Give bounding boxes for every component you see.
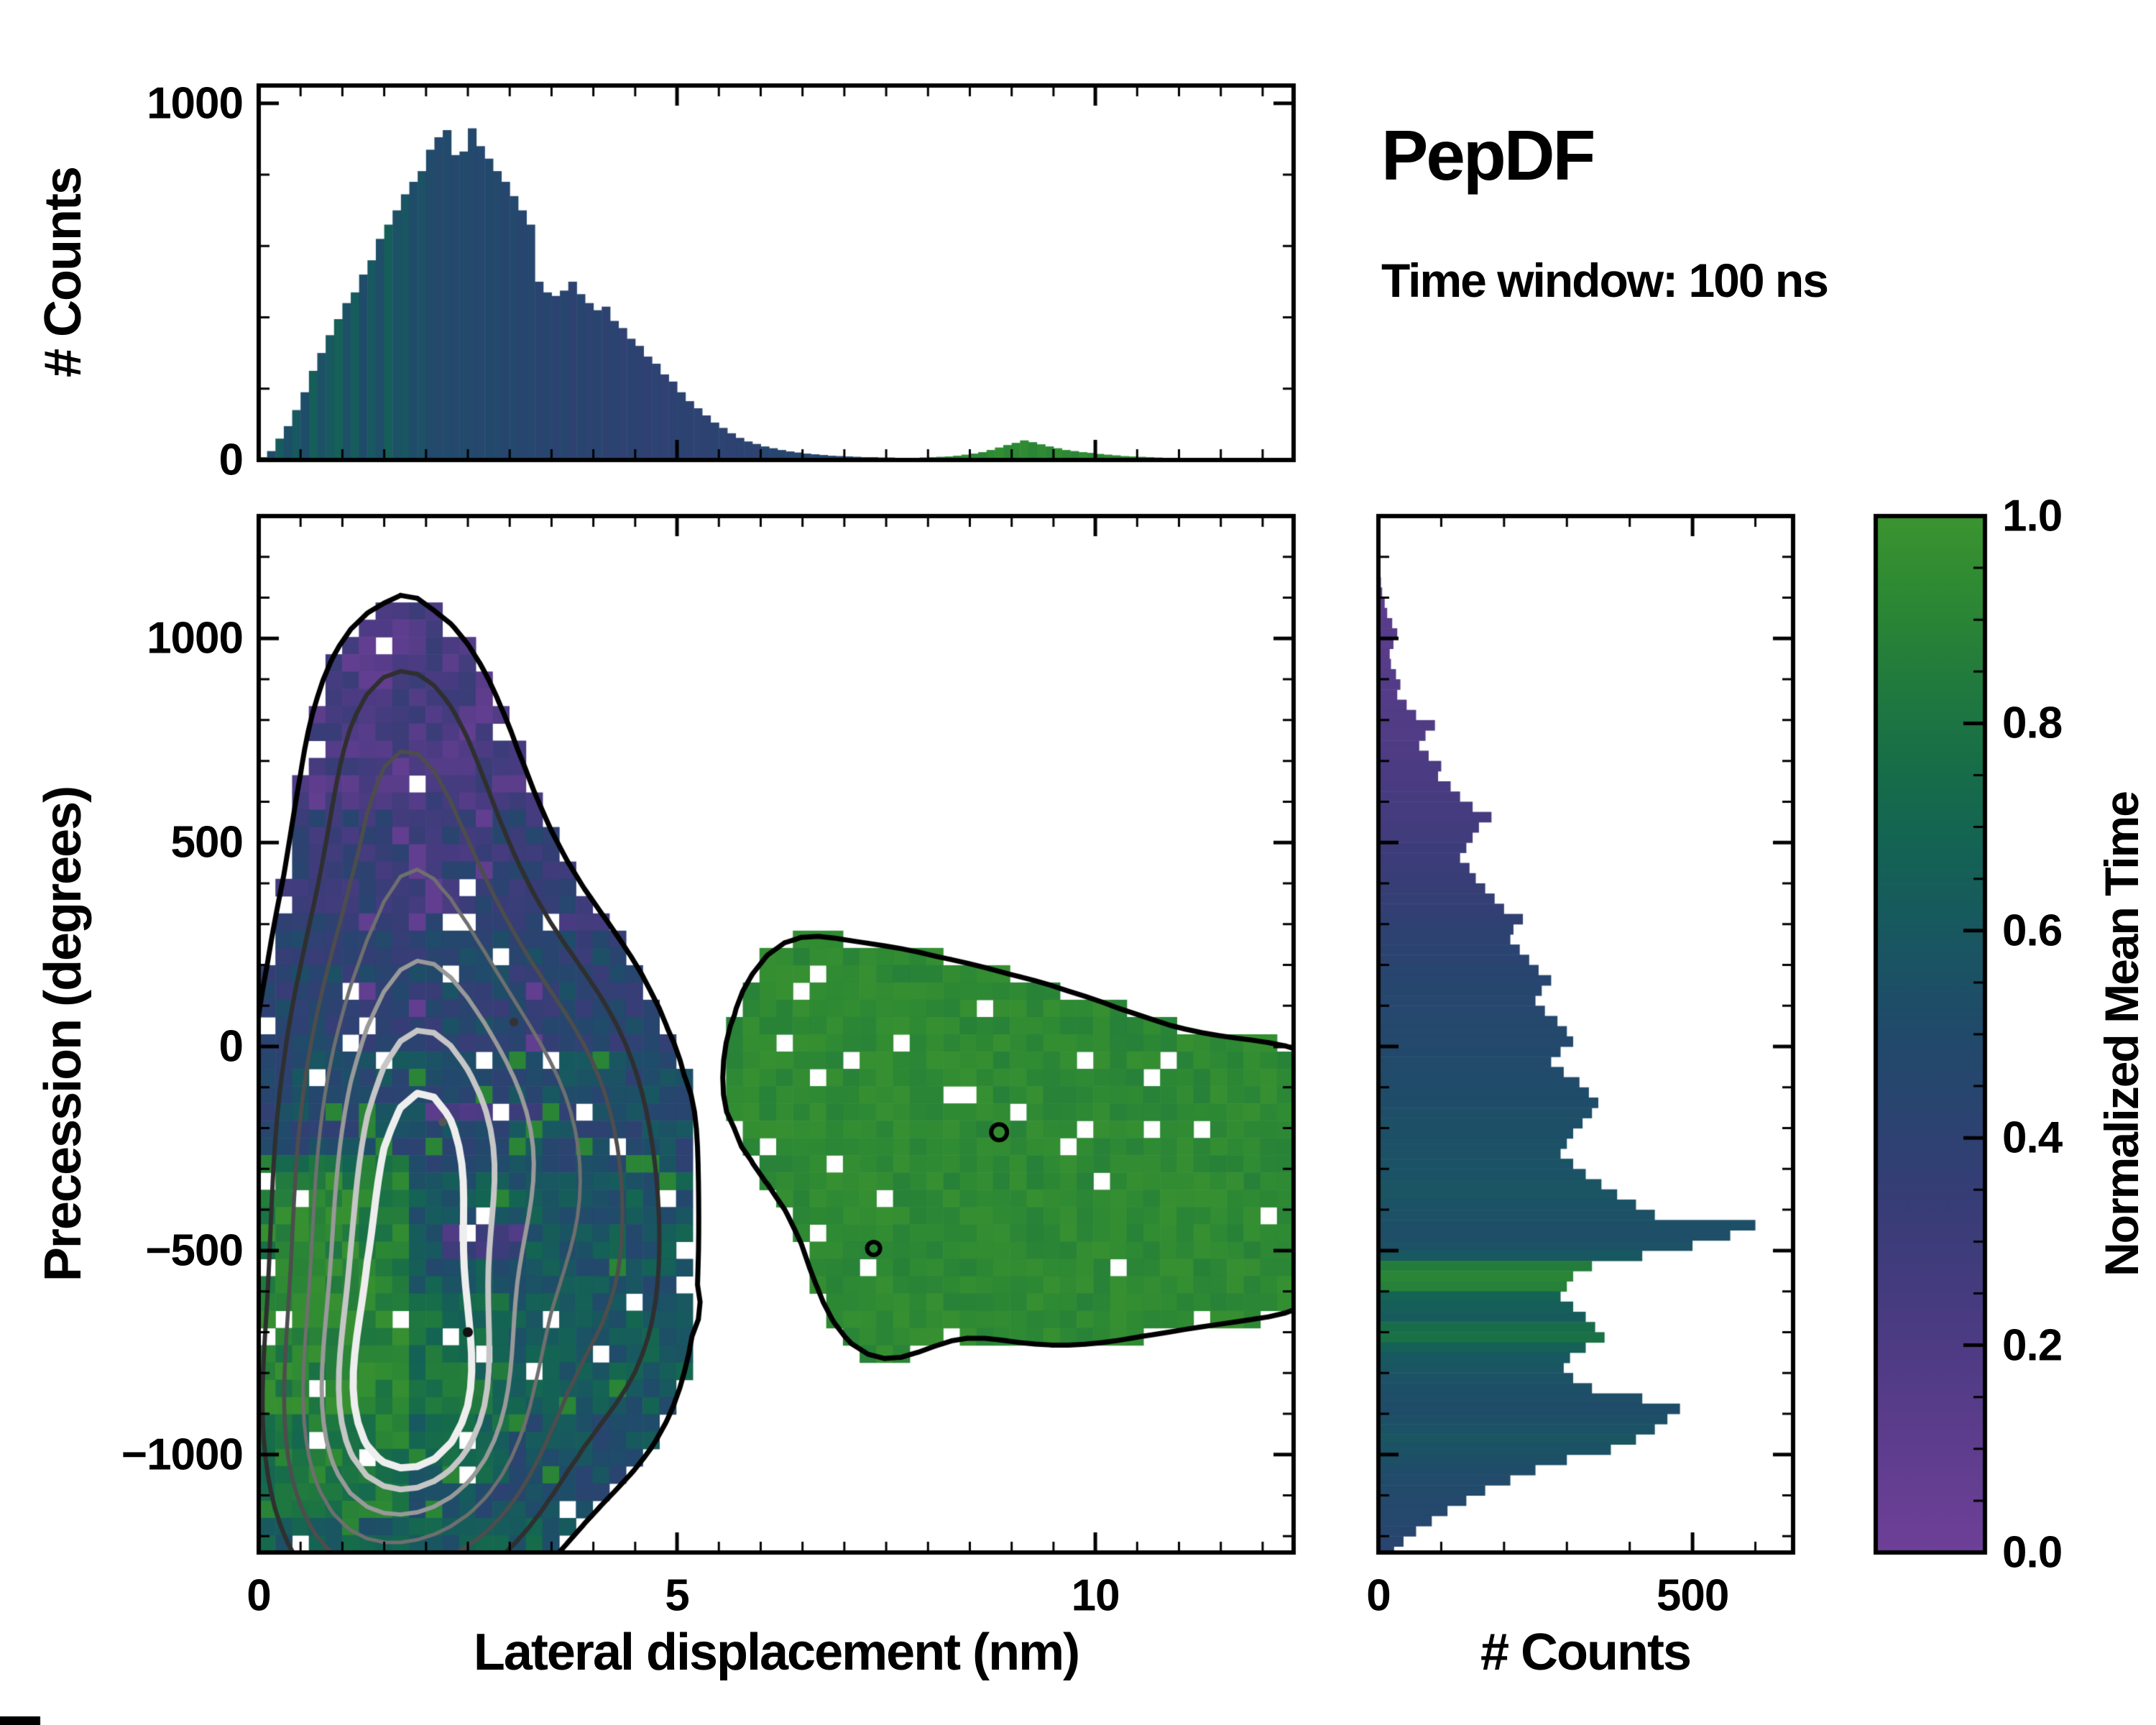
main-y-tick-label: 0 [218,1021,244,1072]
top-hist-y-axis-label: # Counts [34,167,92,378]
colorbar-tick-label: 0.8 [2002,698,2063,748]
main-y-tick-label: 500 [170,817,244,868]
colorbar-tick-label: 0.0 [2002,1527,2063,1578]
colorbar-tick-label: 1.0 [2002,491,2063,541]
main-y-tick-label: 1000 [147,613,244,663]
colorbar-tick-label: 0.4 [2002,1113,2063,1163]
colorbar-tick-label: 0.6 [2002,906,2063,956]
main-y-tick-label: −500 [145,1225,244,1276]
right-hist-x-tick-label: 0 [1366,1570,1391,1621]
plot-subtitle: Time window: 100 ns [1381,254,1829,307]
top-hist-y-tick-label: 1000 [147,78,244,129]
main-x-tick-label: 0 [247,1570,271,1621]
main-y-axis-label: Precession (degrees) [34,786,92,1282]
main-y-tick-label: −1000 [121,1430,244,1480]
plot-title: PepDF [1381,116,1595,195]
main-x-tick-label: 10 [1071,1570,1120,1621]
main-x-tick-label: 5 [665,1570,689,1621]
main-x-axis-label: Lateral displacement (nm) [473,1624,1080,1681]
colorbar-tick-label: 0.2 [2002,1320,2063,1371]
colorbar-label: Normalized Mean Time [2095,792,2148,1276]
top-hist-y-tick-label: 0 [218,435,244,485]
right-hist-x-tick-label: 500 [1656,1570,1729,1621]
right-hist-x-axis-label: # Counts [1480,1624,1692,1681]
